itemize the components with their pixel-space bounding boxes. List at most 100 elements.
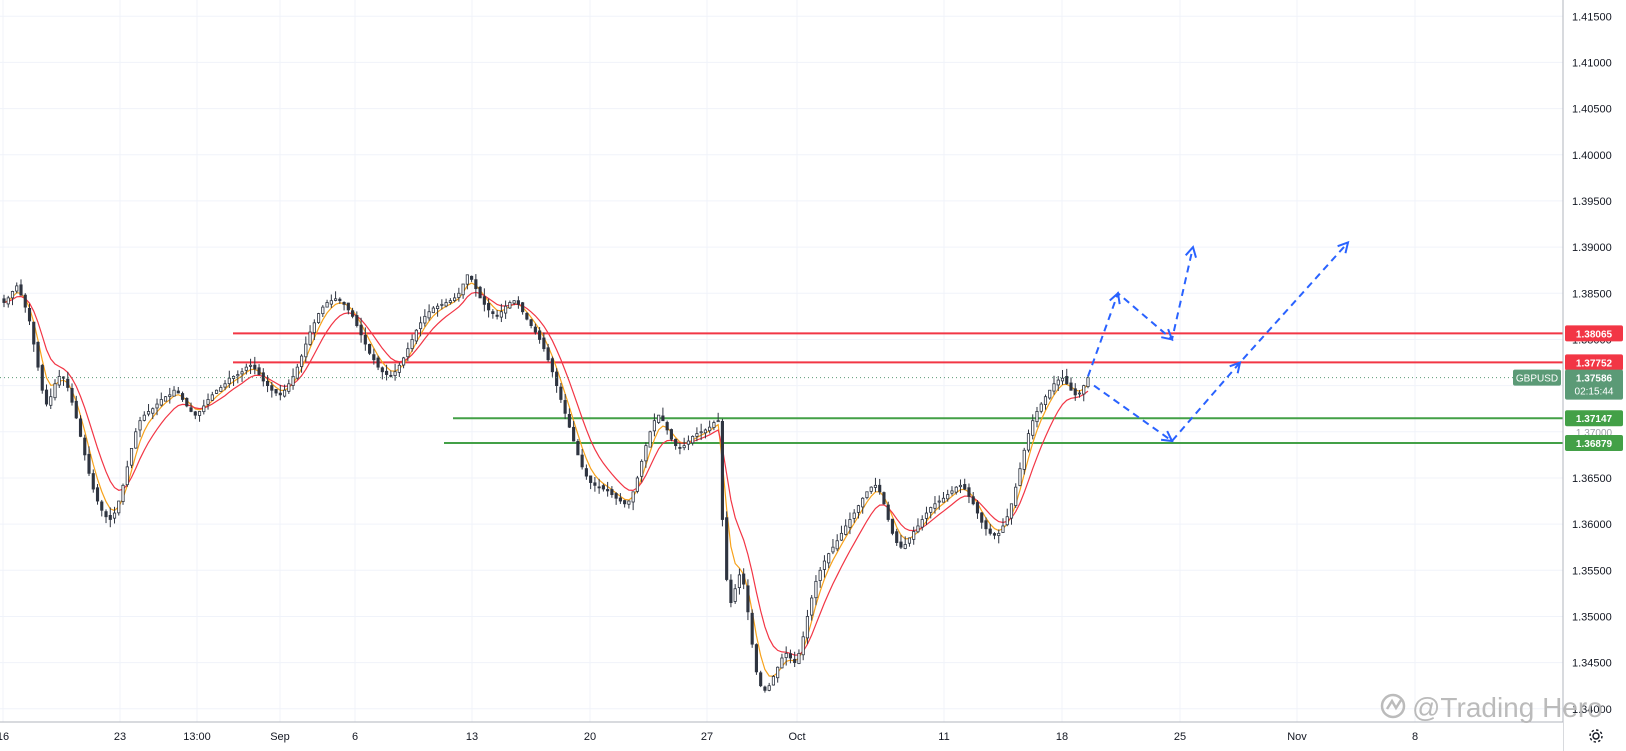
candle-up <box>801 636 805 656</box>
time-axis[interactable] <box>0 721 1563 751</box>
candle-up <box>835 540 839 550</box>
candle-up <box>827 553 831 564</box>
level-lines[interactable] <box>233 332 1563 444</box>
candle-down <box>66 378 70 388</box>
candle-up <box>776 666 780 679</box>
candle-down <box>385 370 389 375</box>
candle-up <box>657 414 661 423</box>
candle-up <box>236 374 240 377</box>
candle-down <box>389 374 393 377</box>
candle-up <box>954 486 958 493</box>
candle-up <box>1077 392 1082 395</box>
candle-up <box>716 420 720 423</box>
candle-up <box>312 322 316 334</box>
y-tick-label: 1.39000 <box>1572 242 1612 254</box>
candle-up <box>1060 377 1065 382</box>
candle-up <box>163 396 168 402</box>
candle-up <box>1043 396 1048 405</box>
candle-up <box>321 306 325 315</box>
hidden-price-label: 1.37000 <box>1576 428 1613 439</box>
candle-down <box>793 658 797 664</box>
candle-down <box>44 389 49 405</box>
candle-up <box>57 375 61 386</box>
candle-up <box>197 411 202 416</box>
candle-up <box>168 394 172 397</box>
price-tags: 1.37000 1.38065 1.37752 1.37147 1.36879 <box>1565 325 1623 451</box>
candle-down <box>19 284 23 296</box>
candle-down <box>750 612 754 645</box>
settings-gear-icon[interactable] <box>1583 723 1609 749</box>
candle-up <box>822 560 827 570</box>
y-tick-label: 1.39500 <box>1572 196 1612 208</box>
candle-down <box>746 585 750 613</box>
candle-up <box>682 445 686 449</box>
x-tick-label: 23 <box>114 731 126 743</box>
x-tick-labels: 16 23 13:00 Sep 6 13 20 27 Oct 11 18 25 Nov 8 <box>0 731 1418 743</box>
x-tick-label: Oct <box>788 731 805 743</box>
x-tick-label: 27 <box>701 731 713 743</box>
candle-up <box>287 383 291 392</box>
candle-down <box>261 372 265 382</box>
candle-down <box>963 484 967 490</box>
candle-up <box>1009 503 1014 519</box>
candle-up <box>448 300 452 303</box>
candle-down <box>185 397 189 407</box>
candle-up <box>635 477 639 492</box>
candle-down <box>193 411 197 416</box>
candle-up <box>691 435 695 444</box>
candle-down <box>563 400 567 414</box>
candle-down <box>572 426 576 442</box>
candle-down <box>559 386 563 400</box>
candle-down <box>104 511 108 518</box>
candle-down <box>597 486 601 489</box>
projection-path-1[interactable] <box>1087 246 1194 377</box>
candle-up <box>1035 411 1039 423</box>
candle-down <box>1073 388 1077 396</box>
candle-up <box>946 494 950 500</box>
candle-up <box>852 512 856 519</box>
candle-down <box>346 302 350 311</box>
candle-down <box>593 482 597 486</box>
candle-up <box>771 676 775 686</box>
candle-up <box>805 616 810 639</box>
candle-up <box>151 408 155 414</box>
candle-down <box>538 330 542 340</box>
projection-path-2[interactable] <box>1093 241 1349 443</box>
current-price-box <box>1565 369 1623 400</box>
candle-up <box>129 447 134 466</box>
candle-down <box>980 512 984 523</box>
candle-down <box>601 485 605 490</box>
candle-down <box>189 407 193 412</box>
x-tick-label: 25 <box>1174 731 1186 743</box>
candle-down <box>1069 382 1073 391</box>
projection-arrows[interactable] <box>1087 240 1350 443</box>
candle-down <box>376 357 380 368</box>
candle-up <box>146 411 151 415</box>
candle-up <box>444 302 448 307</box>
time-axis-background <box>0 722 1563 751</box>
hidden-label-bg <box>1565 425 1623 438</box>
candle-up <box>814 580 818 599</box>
candle-down <box>754 644 758 673</box>
candle-down <box>533 326 537 333</box>
candle-up <box>1031 420 1035 436</box>
candlesticks <box>2 274 1090 693</box>
candle-down <box>589 475 593 483</box>
arrowhead <box>1160 430 1174 443</box>
candle-down <box>368 343 372 354</box>
candle-down <box>1065 376 1069 385</box>
candle-up <box>703 429 707 434</box>
tradingview-logo-icon <box>1380 693 1406 719</box>
candle-up <box>652 420 656 432</box>
candle-down <box>525 312 529 320</box>
support-price-label: 1.36879 <box>1576 439 1613 450</box>
candle-up <box>299 355 304 367</box>
candle-up <box>941 497 946 503</box>
candle-up <box>334 298 338 301</box>
candle-down <box>474 279 478 290</box>
candle-up <box>206 399 210 405</box>
candle-down <box>176 390 180 394</box>
arrowhead <box>1109 291 1121 305</box>
